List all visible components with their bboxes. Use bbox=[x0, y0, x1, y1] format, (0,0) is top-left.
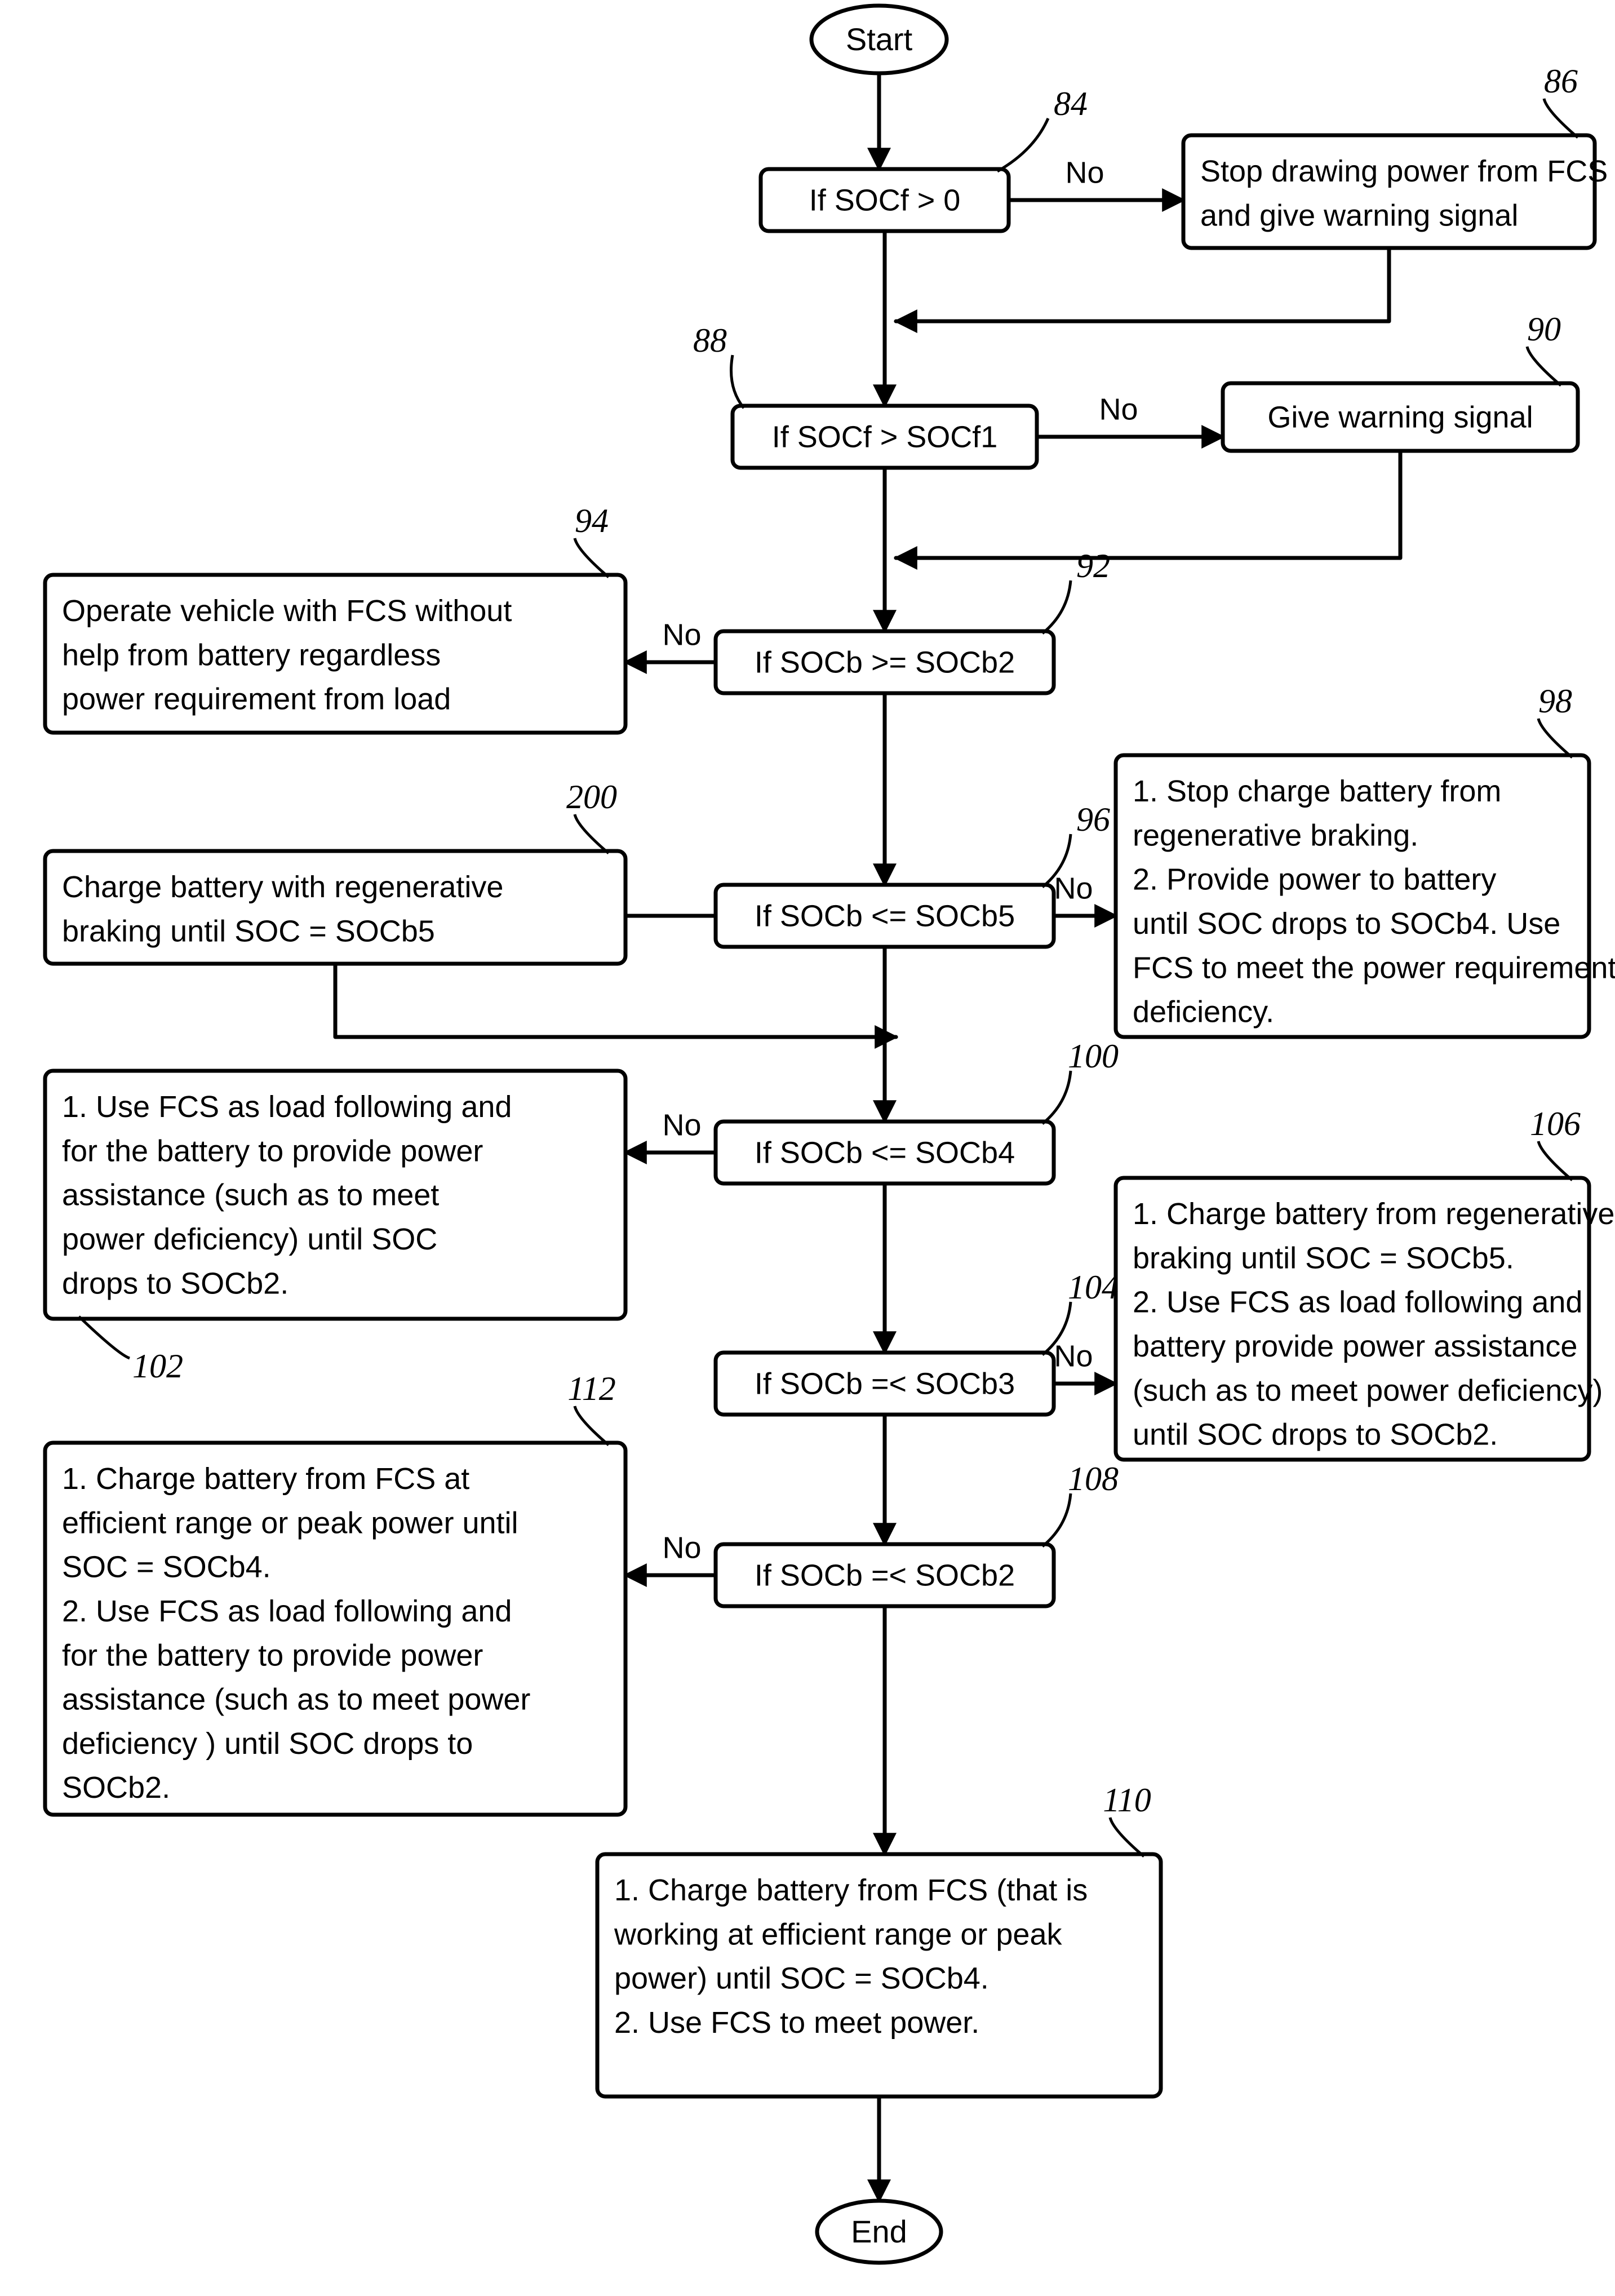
svg-text:If SOCb <= SOCb4: If SOCb <= SOCb4 bbox=[755, 1136, 1015, 1169]
svg-text:No: No bbox=[1054, 871, 1093, 905]
svg-text:power deficiency) until SOC: power deficiency) until SOC bbox=[62, 1222, 437, 1256]
svg-text:2. Use FCS as load following a: 2. Use FCS as load following and bbox=[1133, 1286, 1582, 1319]
svg-text:90: 90 bbox=[1527, 311, 1561, 348]
svg-text:deficiency.: deficiency. bbox=[1133, 995, 1274, 1029]
svg-text:No: No bbox=[662, 618, 701, 651]
svg-text:92: 92 bbox=[1076, 547, 1110, 584]
svg-text:94: 94 bbox=[575, 502, 609, 539]
svg-text:1. Use FCS as load following a: 1. Use FCS as load following and bbox=[62, 1090, 512, 1124]
svg-text:battery provide power assistan: battery provide power assistance bbox=[1133, 1329, 1577, 1363]
svg-text:112: 112 bbox=[567, 1370, 616, 1407]
svg-text:If SOCf > 0: If SOCf > 0 bbox=[809, 183, 961, 217]
svg-text:1. Stop charge battery from: 1. Stop charge battery from bbox=[1133, 774, 1501, 808]
flowchart-svg: No No No No No No No Start End If SOCf > 0 84 If SO… bbox=[0, 0, 1615, 2296]
svg-text:No: No bbox=[662, 1108, 701, 1142]
svg-text:FCS to meet the power requirem: FCS to meet the power requirement bbox=[1133, 951, 1615, 985]
svg-text:Start: Start bbox=[846, 21, 913, 57]
svg-text:88: 88 bbox=[693, 322, 727, 359]
svg-text:104: 104 bbox=[1068, 1269, 1119, 1306]
svg-text:for the battery to provide pow: for the battery to provide power bbox=[62, 1134, 483, 1168]
svg-text:No: No bbox=[1099, 392, 1138, 426]
svg-text:(such as to meet power deficie: (such as to meet power deficiency) bbox=[1133, 1373, 1603, 1407]
svg-text:1. Charge battery from FCS (th: 1. Charge battery from FCS (that is bbox=[614, 1873, 1088, 1907]
svg-text:SOCb2.: SOCb2. bbox=[62, 1771, 170, 1805]
svg-text:84: 84 bbox=[1054, 85, 1088, 122]
svg-text:2. Use FCS to meet power.: 2. Use FCS to meet power. bbox=[614, 2006, 979, 2040]
svg-text:SOC = SOCb4.: SOC = SOCb4. bbox=[62, 1550, 271, 1584]
svg-text:86: 86 bbox=[1544, 63, 1578, 100]
svg-text:End: End bbox=[851, 2214, 907, 2249]
svg-text:2. Use FCS as load following a: 2. Use FCS as load following and bbox=[62, 1594, 512, 1628]
svg-text:If SOCf > SOCf1: If SOCf > SOCf1 bbox=[772, 420, 998, 454]
svg-text:If SOCb =< SOCb3: If SOCb =< SOCb3 bbox=[755, 1367, 1015, 1400]
svg-text:braking until SOC = SOCb5.: braking until SOC = SOCb5. bbox=[1133, 1241, 1514, 1275]
svg-text:1. Charge battery from FCS at: 1. Charge battery from FCS at bbox=[62, 1462, 469, 1496]
svg-text:If SOCb =< SOCb2: If SOCb =< SOCb2 bbox=[755, 1558, 1015, 1592]
svg-text:Stop drawing power from FCS: Stop drawing power from FCS bbox=[1200, 154, 1608, 188]
svg-text:Charge battery with regenerati: Charge battery with regenerative bbox=[62, 870, 503, 904]
svg-text:If SOCb <= SOCb5: If SOCb <= SOCb5 bbox=[755, 899, 1015, 933]
svg-text:Operate vehicle with FCS witho: Operate vehicle with FCS without bbox=[62, 594, 512, 628]
svg-text:efficient range or peak power: efficient range or peak power until bbox=[62, 1506, 518, 1540]
svg-text:96: 96 bbox=[1076, 801, 1110, 838]
svg-text:If SOCb >= SOCb2: If SOCb >= SOCb2 bbox=[755, 645, 1015, 679]
svg-text:working at efficient range or: working at efficient range or peak bbox=[614, 1917, 1062, 1951]
svg-text:106: 106 bbox=[1530, 1105, 1581, 1142]
svg-text:regenerative braking.: regenerative braking. bbox=[1133, 818, 1418, 852]
svg-text:No: No bbox=[1054, 1339, 1093, 1373]
svg-text:2. Provide power to battery: 2. Provide power to battery bbox=[1133, 863, 1496, 897]
svg-text:102: 102 bbox=[132, 1348, 183, 1385]
svg-text:108: 108 bbox=[1068, 1460, 1119, 1497]
svg-text:drops to SOCb2.: drops to SOCb2. bbox=[62, 1266, 289, 1300]
svg-text:power) until SOC = SOCb4.: power) until SOC = SOCb4. bbox=[614, 1962, 989, 1996]
svg-text:No: No bbox=[1065, 156, 1104, 189]
svg-text:Give warning signal: Give warning signal bbox=[1267, 400, 1533, 434]
svg-text:braking until SOC = SOCb5: braking until SOC = SOCb5 bbox=[62, 914, 435, 948]
svg-text:until SOC drops to SOCb4. Use: until SOC drops to SOCb4. Use bbox=[1133, 907, 1560, 941]
svg-text:1. Charge battery from regener: 1. Charge battery from regenerative bbox=[1133, 1197, 1614, 1231]
svg-text:for the battery to provide pow: for the battery to provide power bbox=[62, 1638, 483, 1672]
svg-text:deficiency ) until SOC drops t: deficiency ) until SOC drops to bbox=[62, 1727, 473, 1761]
svg-text:and give warning signal: and give warning signal bbox=[1200, 198, 1518, 232]
svg-text:200: 200 bbox=[566, 778, 617, 815]
svg-text:help from battery regardless: help from battery regardless bbox=[62, 638, 441, 672]
svg-text:110: 110 bbox=[1103, 1781, 1151, 1819]
svg-text:power requirement from load: power requirement from load bbox=[62, 682, 451, 716]
svg-text:100: 100 bbox=[1068, 1038, 1119, 1075]
svg-text:until SOC drops to SOCb2.: until SOC drops to SOCb2. bbox=[1133, 1418, 1498, 1452]
svg-text:assistance (such as to meet po: assistance (such as to meet power bbox=[62, 1683, 530, 1717]
svg-text:98: 98 bbox=[1538, 682, 1572, 720]
svg-text:No: No bbox=[662, 1531, 701, 1564]
svg-text:assistance (such as to meet: assistance (such as to meet bbox=[62, 1178, 439, 1212]
